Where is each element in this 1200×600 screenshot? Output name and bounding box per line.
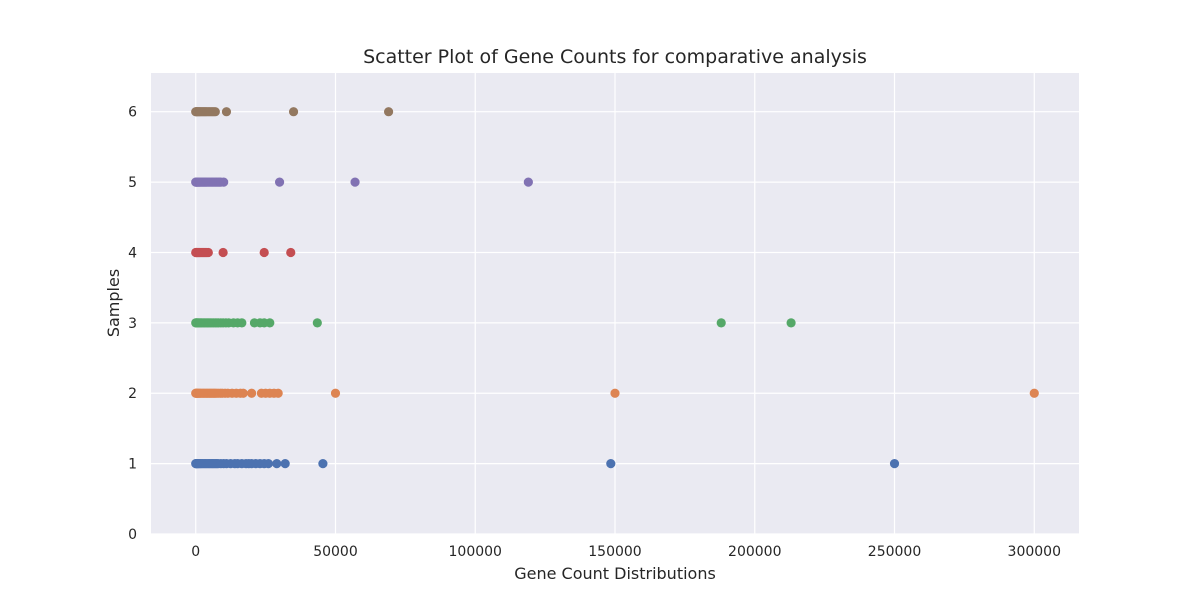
data-point	[318, 459, 328, 469]
y-tick-label: 4	[128, 245, 137, 261]
x-axis-label: Gene Count Distributions	[514, 564, 716, 583]
data-point	[210, 107, 220, 117]
x-tick-label: 50000	[313, 544, 358, 560]
data-point	[889, 459, 900, 469]
data-point	[523, 177, 533, 187]
data-point	[383, 107, 394, 117]
data-point	[286, 247, 296, 258]
data-point	[221, 107, 232, 117]
series-sample-6	[191, 107, 394, 117]
data-point	[786, 318, 796, 328]
series-sample-5	[191, 177, 533, 187]
x-tick-label: 200000	[728, 544, 781, 560]
data-point	[203, 247, 213, 258]
data-point	[218, 247, 228, 258]
data-point	[350, 177, 360, 187]
data-point	[312, 318, 322, 328]
data-point	[247, 388, 257, 398]
series-sample-3	[191, 318, 796, 328]
y-axis-label: Samples	[104, 269, 123, 337]
data-point	[265, 318, 275, 328]
x-tick-label: 300000	[1008, 544, 1061, 560]
series-sample-1	[191, 459, 900, 469]
data-point	[610, 388, 620, 398]
series-sample-4	[191, 247, 296, 258]
x-tick-label: 250000	[868, 544, 921, 560]
y-tick-label: 1	[128, 457, 137, 473]
data-point	[280, 459, 290, 469]
data-point	[219, 177, 229, 187]
chart-title: Scatter Plot of Gene Counts for comparat…	[363, 46, 867, 68]
x-tick-label: 0	[191, 544, 200, 560]
data-point	[238, 388, 248, 398]
y-axis-ticks: 0 1 2 3 4 5 6	[128, 105, 137, 543]
y-tick-label: 5	[128, 175, 137, 191]
x-axis-ticks: 0 50000 100000 150000 200000 250000 300000	[191, 544, 1061, 560]
data-point	[263, 459, 273, 469]
data-point	[237, 318, 247, 328]
data-points	[191, 107, 1039, 469]
data-point	[288, 107, 299, 117]
data-point	[274, 177, 285, 187]
data-point	[716, 318, 726, 328]
y-tick-label: 6	[128, 105, 137, 121]
x-tick-label: 100000	[449, 544, 502, 560]
data-point	[273, 388, 283, 398]
y-tick-label: 0	[128, 527, 137, 543]
data-point	[1029, 388, 1039, 398]
series-sample-2	[191, 388, 1039, 398]
data-point	[606, 459, 616, 469]
data-point	[330, 388, 341, 398]
y-tick-label: 3	[128, 316, 137, 332]
data-point	[272, 459, 282, 469]
grid-lines	[151, 73, 1079, 535]
x-tick-label: 150000	[588, 544, 641, 560]
data-point	[259, 247, 269, 258]
y-tick-label: 2	[128, 386, 137, 402]
